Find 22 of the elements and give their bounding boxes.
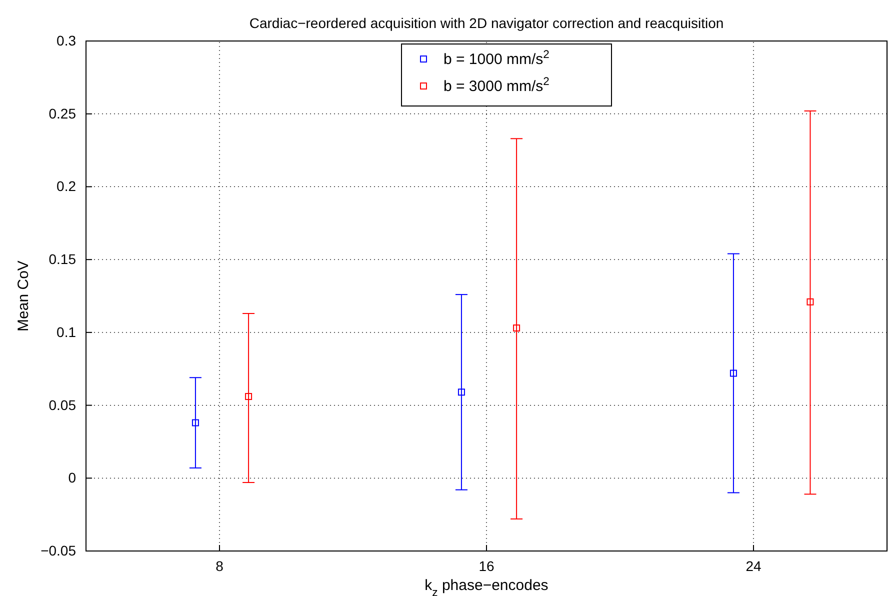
chart-title: Cardiac−reordered acquisition with 2D navigator correction and reacquisition	[249, 15, 724, 31]
x-tick-label: 16	[478, 558, 494, 574]
legend-label: b = 3000 mm/s$^{2}$	[444, 76, 550, 95]
x-tick-label: 24	[746, 558, 762, 574]
x-tick-label: 8	[216, 558, 224, 574]
y-tick-label: 0.15	[48, 251, 76, 268]
y-tick-label: 0.05	[48, 396, 76, 413]
y-tick-label: 0.3	[56, 32, 76, 48]
point	[513, 324, 520, 332]
point	[730, 370, 737, 377]
y-tick-label: 0	[68, 470, 76, 486]
x-axis-title: k$_{z}$ phase−encodes	[424, 577, 548, 596]
point	[245, 393, 252, 400]
y-tick-label: 0.25	[48, 105, 76, 122]
legend-label: b = 1000 mm/s$^{2}$	[444, 49, 550, 68]
y-tick-label: 0.2	[56, 178, 76, 194]
point	[806, 298, 814, 306]
point	[192, 419, 199, 426]
y-tick-label: −0.05	[40, 542, 76, 558]
y-axis-title: Mean CoV	[15, 260, 32, 332]
y-tick-label: 0.1	[56, 324, 76, 340]
point	[458, 388, 465, 396]
